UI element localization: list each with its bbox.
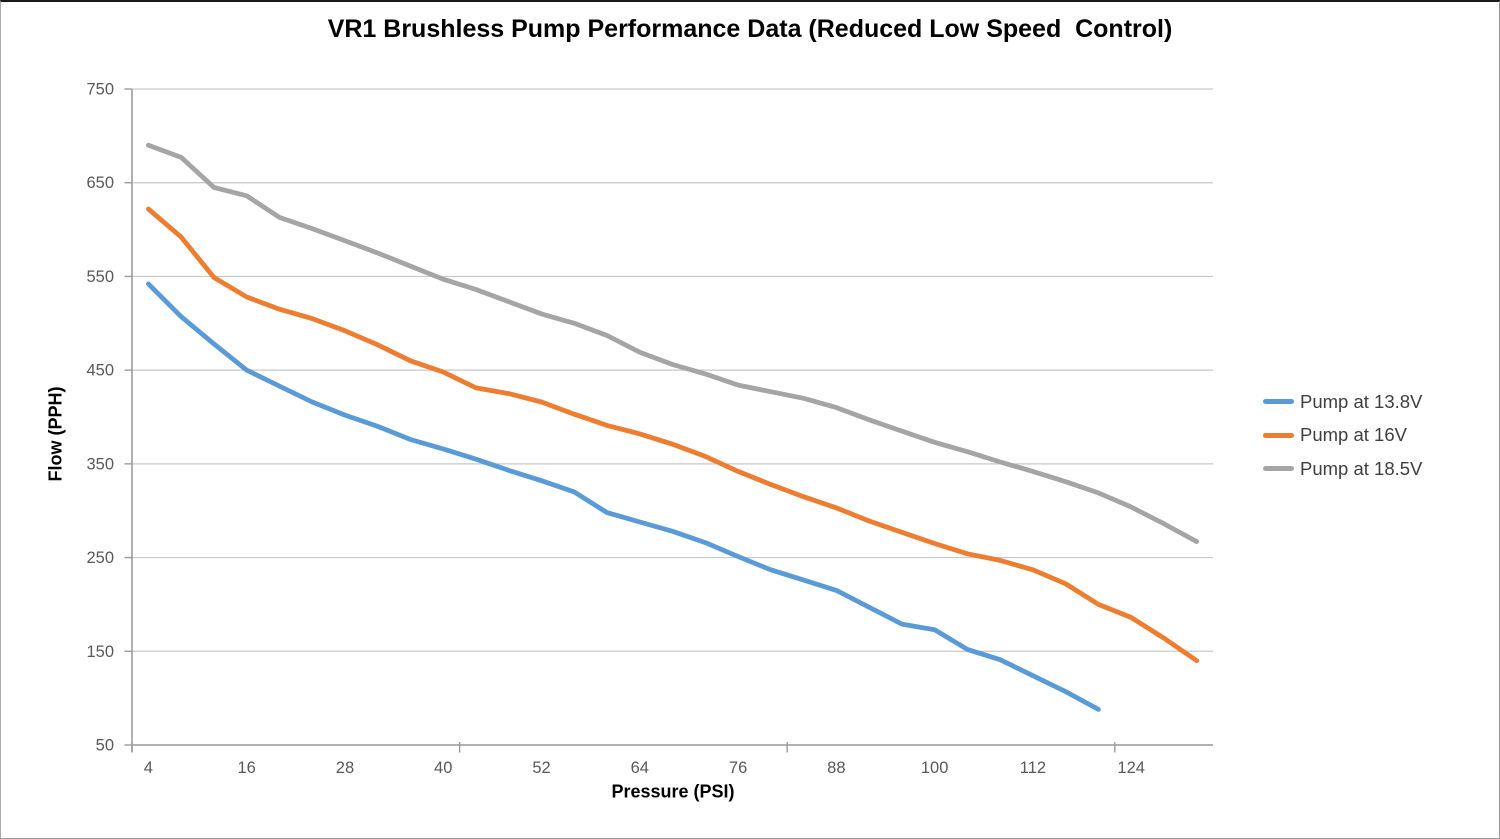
legend-item: Pump at 13.8V [1263,391,1422,412]
x-tick-label: 124 [1117,759,1145,777]
tick-labels: 750 650 550 450 350 250 150 50 4 16 28 40 52 64 76 88 10… [86,81,1144,778]
legend-swatch-pump-16v-icon [1263,432,1294,438]
legend: Pump at 13.8V Pump at 16V Pump at 18.5V [1263,391,1422,492]
y-axis-title: Flow (PPH) [45,386,66,482]
x-tick-label: 52 [532,759,550,777]
y-tick-label: 250 [86,549,114,567]
legend-item: Pump at 18.5V [1263,458,1422,479]
x-tick-label: 112 [1020,759,1046,777]
y-tick-label: 550 [86,268,114,286]
y-tick-label: 350 [86,455,114,473]
y-tick-label: 150 [86,643,114,661]
x-tick-label: 100 [921,759,949,777]
legend-swatch-pump-18-5v-icon [1263,466,1294,471]
series-line-pump-at-16v [145,206,1200,664]
x-tick-label: 16 [238,759,256,777]
y-tick-label: 450 [86,362,114,380]
x-tick-label: 76 [729,759,747,777]
legend-label: Pump at 16V [1300,424,1407,445]
legend-item: Pump at 16V [1263,424,1422,446]
x-tick-label: 28 [336,759,354,777]
legend-label: Pump at 13.8V [1300,390,1423,412]
y-tick-label: 750 [86,81,114,99]
x-tick-label: 40 [434,759,452,777]
x-tick-label: 88 [827,759,845,777]
x-tick-label: 64 [631,759,649,777]
axis-ticks [124,88,1116,753]
series-line-pump-at-18-5v [145,142,1200,544]
series-line-pump-at-13-8v [145,281,1101,712]
x-tick-label: 4 [144,759,153,777]
series-lines [145,142,1200,712]
axes [131,89,1213,752]
y-tick-label: 650 [86,174,114,192]
chart-title: VR1 Brushless Pump Performance Data (Red… [327,15,1173,43]
y-tick-label: 50 [96,737,114,755]
gridlines [132,88,1213,746]
legend-swatch-pump-13-8v-icon [1263,399,1294,404]
x-axis-title: Pressure (PSI) [611,781,735,802]
legend-label: Pump at 18.5V [1300,457,1423,479]
